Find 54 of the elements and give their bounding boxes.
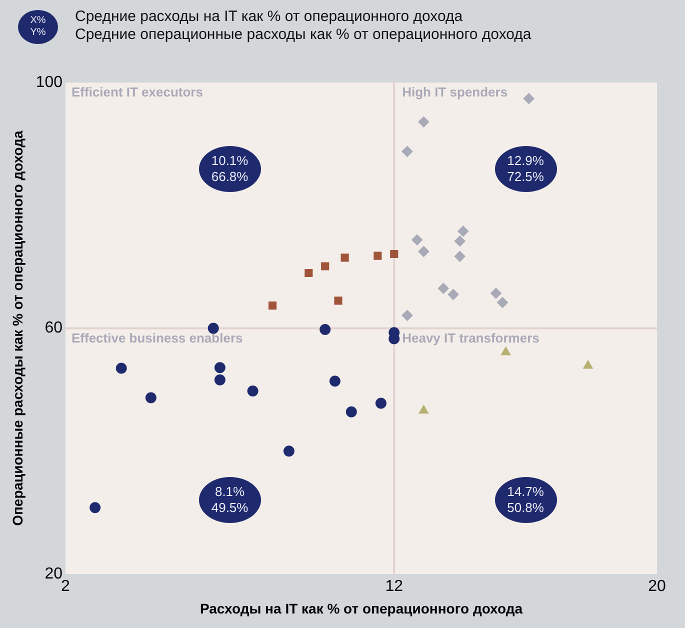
- x-tick-label: 20: [648, 578, 666, 596]
- annotation: 10.1% 66.8%: [211, 152, 248, 185]
- point: [454, 250, 466, 262]
- point: [458, 226, 469, 237]
- point: [320, 324, 331, 336]
- point: [90, 502, 101, 514]
- point: [214, 374, 226, 386]
- point: [438, 282, 449, 294]
- y-tick-label: 20: [44, 565, 63, 582]
- ellipse-key-icon: X% Y%: [18, 10, 58, 44]
- x-axis-title: Расходы на IT как % от операционного дохода: [200, 600, 523, 616]
- point: [402, 310, 413, 321]
- point: [145, 392, 156, 404]
- point: [283, 446, 294, 457]
- annotation: Heavy IT transformers: [402, 330, 540, 346]
- annotation: Effective business enablers: [71, 330, 243, 346]
- point: [583, 360, 593, 369]
- point: [208, 322, 219, 334]
- chart-title: Средние расходы на IT как % от операционного дохода: [75, 8, 464, 26]
- point: [346, 406, 357, 418]
- chart-subtitle: Средние операционные расходы как % от операционного дохода: [75, 26, 532, 44]
- point: [374, 252, 382, 260]
- y-axis-title: Операционные расходы как % от операционного дохода: [9, 130, 26, 526]
- point: [497, 297, 508, 308]
- point: [418, 246, 430, 258]
- y-tick-label: 100: [36, 74, 63, 92]
- point: [321, 262, 330, 270]
- annotation: 8.1% 49.5%: [211, 484, 248, 516]
- x-tick-label: 2: [61, 578, 70, 596]
- point: [501, 346, 511, 356]
- point: [247, 385, 258, 396]
- y-tick-label: 60: [44, 320, 63, 337]
- point: [375, 398, 386, 409]
- point: [329, 376, 340, 387]
- point: [412, 234, 423, 246]
- point: [418, 116, 430, 128]
- x-tick-label: 12: [385, 578, 404, 596]
- point: [418, 405, 429, 414]
- point: [402, 146, 413, 157]
- point: [523, 93, 534, 104]
- point: [214, 362, 226, 374]
- point: [490, 288, 502, 299]
- point: [390, 250, 398, 258]
- annotation: 12.9% 72.5%: [507, 152, 544, 185]
- annotation: Efficient IT executors: [71, 84, 203, 100]
- point: [454, 236, 466, 247]
- point: [116, 362, 127, 374]
- point: [448, 289, 459, 300]
- point: [304, 268, 313, 278]
- annotation: High IT spenders: [402, 84, 508, 100]
- point: [334, 296, 342, 305]
- point: [340, 254, 349, 262]
- point: [268, 302, 277, 310]
- annotation: 14.7% 50.8%: [507, 484, 544, 516]
